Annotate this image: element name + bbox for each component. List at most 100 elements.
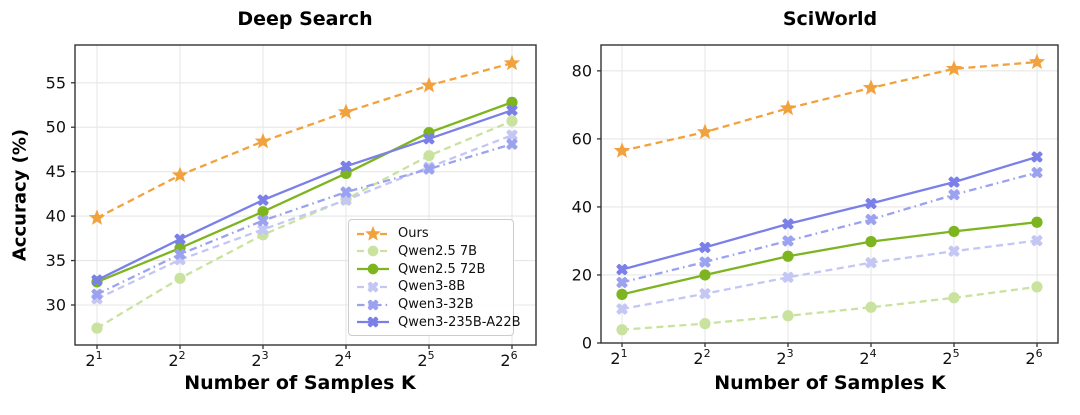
circle-marker [699,269,711,281]
star-marker [171,166,189,183]
x-marker [699,256,711,268]
star-marker [1028,53,1046,69]
x-marker [257,215,269,227]
star-marker [254,132,272,149]
x-marker [367,281,379,293]
legend-label: Qwen3-235B-A22B [398,314,521,330]
x-marker [699,288,711,300]
circle-marker [423,150,435,162]
series-markers-4 [616,167,1043,288]
circle-marker [1031,281,1043,293]
x-marker [423,133,435,145]
x-tick-label: 25 [417,349,434,370]
x-marker [340,160,352,172]
circle-marker [699,318,711,330]
x-marker [865,198,877,210]
series-line-1 [621,285,1038,331]
x-marker [616,264,628,276]
series-line-3 [621,239,1038,311]
legend-label: Qwen2.5 7B [398,243,478,259]
x-marker [782,271,794,283]
circle-marker [174,272,186,284]
star-marker [337,103,355,120]
x-marker [257,223,269,235]
x-marker [1031,151,1043,163]
circle-marker [948,292,960,304]
x-tick-label: 25 [942,347,959,368]
x-marker [865,214,877,226]
x-marker [616,303,628,315]
x-tick-label: 21 [610,347,627,368]
circle-marker [865,236,877,248]
circle-marker [367,245,379,257]
circle-marker [506,115,518,127]
y-tick-label: 80 [572,61,592,80]
y-tick-label: 20 [572,265,592,284]
chart-title-deep-search: Deep Search [237,8,373,30]
y-tick-label: 40 [46,207,66,226]
legend-sample [357,245,389,257]
series-markers-1 [91,115,518,334]
circle-marker [1031,216,1043,228]
plot-frame [74,44,537,346]
star-marker [862,79,880,95]
series-line-3 [96,134,513,300]
y-tick-label: 60 [572,129,592,148]
x-tick-label: 23 [776,347,793,368]
x-marker [782,235,794,247]
x-tick-label: 24 [859,347,876,368]
circle-marker [367,263,379,275]
series-markers-2 [616,216,1043,300]
star-marker [945,60,963,76]
legend-item-0: Ours [356,225,505,242]
circle-marker [782,310,794,322]
legend-item-2: Qwen2.5 72B [356,261,505,278]
legend-label: Qwen3-32B [398,297,474,313]
series-markers-3 [616,235,1043,315]
x-tick-label: 23 [251,349,268,370]
legend-sample [357,225,389,241]
x-tick-label: 21 [85,349,102,370]
legend-sample [357,281,389,293]
series-line-0 [96,62,513,219]
star-marker [503,54,521,71]
x-axis-label-left: Number of Samples K [184,372,416,394]
circle-marker [91,322,103,334]
x-tick-label: 22 [693,347,710,368]
x-marker [367,299,379,310]
x-marker [340,186,352,198]
y-tick-label: 35 [46,251,66,270]
series-line-1 [96,119,513,330]
series-markers-4 [91,138,518,300]
legend-item-1: Qwen2.5 7B [356,243,505,260]
series-markers-1 [616,281,1043,336]
x-marker [91,274,103,286]
series-markers-0 [613,53,1046,158]
series-markers-0 [88,54,521,225]
x-marker [257,194,269,206]
x-tick-label: 22 [168,349,185,370]
star-marker [613,142,631,158]
star-marker [420,76,438,93]
x-axis-label-right: Number of Samples K [714,372,946,394]
legend-sample [357,263,389,275]
legend-sample [357,317,389,328]
y-tick-label: 30 [46,296,66,315]
series-line-4 [96,142,513,296]
y-tick-label: 55 [46,73,66,92]
star-marker [696,123,714,140]
series-line-2 [96,101,513,283]
x-tick-label: 26 [1025,347,1042,368]
x-marker [1031,235,1043,247]
x-marker [506,138,518,150]
legend-item-5: Qwen3-235B-A22B [356,314,521,331]
circle-marker [616,324,628,336]
chart-1: 0 20 40 60 80 21 22 23 24 25 26 [572,44,1059,368]
x-marker [699,241,711,253]
star-marker [88,209,106,225]
legend-label: Ours [398,226,429,241]
x-marker [174,248,186,260]
x-marker [782,218,794,230]
